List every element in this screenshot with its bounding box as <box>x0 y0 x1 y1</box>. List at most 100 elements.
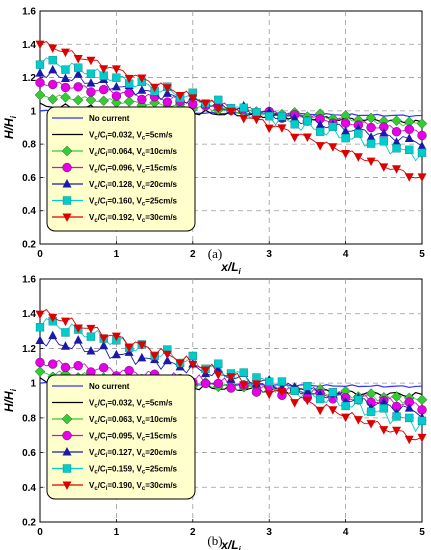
series-point <box>213 371 223 380</box>
series-point <box>379 163 389 172</box>
series-point <box>35 335 45 344</box>
legend-label-part: =5cm/s <box>145 131 173 140</box>
series-point <box>150 352 160 361</box>
series-point <box>111 332 121 342</box>
series-point <box>392 412 401 421</box>
series-point <box>252 108 261 117</box>
legend-label-part: V <box>89 147 95 156</box>
series-point <box>239 368 248 377</box>
x-tick-label: 5 <box>419 527 425 538</box>
legend-label-part: c <box>94 437 98 443</box>
series-point <box>86 56 96 66</box>
series-point <box>417 141 427 150</box>
series-point <box>111 81 121 91</box>
series-point <box>239 103 248 112</box>
legend-label-part: c <box>94 218 98 224</box>
legend-label-part: c <box>94 136 98 142</box>
series-point <box>251 115 261 125</box>
series-point <box>341 401 350 411</box>
series-point <box>200 378 211 389</box>
legend-label-part: c <box>94 486 98 492</box>
series-point <box>162 350 172 360</box>
series-point <box>315 406 325 416</box>
y-tick-label: 1.2 <box>22 73 36 84</box>
legend-box <box>46 374 196 500</box>
series-point <box>328 388 338 397</box>
legend-label-part: /C <box>98 213 106 222</box>
series-point <box>60 73 70 83</box>
series-point <box>188 351 197 361</box>
series-point <box>99 340 109 350</box>
series-point <box>265 377 274 386</box>
legend-label-part: =0.096, V <box>107 164 142 173</box>
legend-label-part: V <box>89 448 95 457</box>
series-point <box>341 413 351 423</box>
series-point <box>265 111 274 121</box>
series-point <box>73 69 83 78</box>
legend-marker <box>61 413 73 425</box>
series-point <box>226 383 236 393</box>
series-point <box>379 137 388 146</box>
series-point <box>417 416 427 426</box>
series-point <box>404 133 414 143</box>
x-tick-label: 3 <box>266 527 272 538</box>
series-point <box>35 68 45 77</box>
y-tick-label: 0.8 <box>22 413 36 424</box>
y-tick-label: 1 <box>30 379 36 390</box>
y-tick-label: 0.4 <box>22 206 36 217</box>
legend-label-part: =25cm/s <box>145 197 177 206</box>
series-point <box>404 435 414 445</box>
series-point <box>392 144 401 153</box>
legend-label-part: =0.159, V <box>107 465 142 474</box>
legend-label-part: c <box>142 453 146 459</box>
series-point <box>73 335 83 344</box>
series-point <box>379 397 389 406</box>
series-point <box>86 78 96 87</box>
legend-label: Vc/Ci=0.192, Vc=30cm/s <box>89 213 178 224</box>
series-point <box>175 359 185 369</box>
panel-label: (b) <box>207 533 222 548</box>
legend-label-part: =30cm/s <box>145 481 177 490</box>
legend-label-part: c <box>142 437 146 443</box>
series-point <box>404 124 414 134</box>
series-point <box>417 130 427 141</box>
series-point <box>35 60 45 69</box>
series-point <box>74 63 83 72</box>
y-tick-label: 1.2 <box>22 344 36 355</box>
series-point <box>35 323 45 332</box>
series-point <box>392 426 402 436</box>
series-point <box>35 310 45 320</box>
series-point <box>48 330 58 340</box>
legend-label-part: c <box>94 152 98 158</box>
series-point <box>111 349 121 359</box>
series-point <box>290 399 300 408</box>
x-tick-label: 4 <box>343 527 349 538</box>
series-point <box>214 359 223 368</box>
legend-label-part: =0.127, V <box>107 448 142 457</box>
series-point <box>98 95 109 107</box>
series-point <box>188 360 198 370</box>
series-point <box>392 165 402 174</box>
legend-label-part: =25cm/s <box>145 465 177 474</box>
series-point <box>73 55 83 64</box>
legend-label: Vc/Ci=0.096, Vc=15cm/s <box>89 164 178 175</box>
x-tick-label: 0 <box>37 527 43 538</box>
legend-label-part: c <box>142 218 146 224</box>
series-point <box>366 420 376 429</box>
legend-label-part: i <box>106 453 108 459</box>
y-tick-label: 0.6 <box>22 173 36 184</box>
series-point <box>61 328 70 337</box>
series-3 <box>35 77 427 141</box>
y-axis-label-sub: i <box>9 388 18 391</box>
series-point <box>354 395 363 404</box>
legend-label-part: c <box>142 404 146 410</box>
series-point <box>48 55 57 65</box>
legend-label-part: i <box>106 202 108 208</box>
series-point <box>73 324 83 333</box>
legend-label-part: c <box>142 169 146 175</box>
series-point <box>226 107 236 117</box>
legend-label-part: i <box>106 136 108 142</box>
legend-label-part: c <box>142 152 146 158</box>
series-point <box>86 346 96 355</box>
